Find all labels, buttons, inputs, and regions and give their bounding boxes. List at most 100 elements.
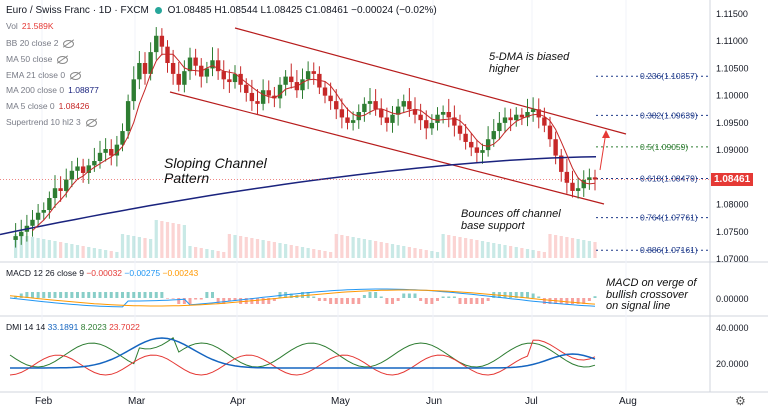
- volume-bar: [222, 252, 226, 258]
- volume-bar: [188, 246, 192, 258]
- macd-histogram-bar: [227, 298, 231, 301]
- candle-body: [474, 147, 480, 153]
- market-status-icon: [154, 6, 162, 14]
- candle-body: [92, 161, 97, 166]
- annotation-channel: Sloping Channel Pattern: [164, 155, 267, 186]
- macd-histogram-bar: [475, 298, 479, 304]
- candle-body: [244, 84, 249, 93]
- candle-body: [491, 131, 496, 140]
- candle-body: [339, 109, 345, 118]
- candle-body: [64, 179, 69, 191]
- volume-bar: [53, 241, 57, 258]
- dmi-minus-line: [9, 339, 596, 376]
- volume-bar: [81, 246, 85, 258]
- macd-legend[interactable]: MACD 12 26 close 9 −0.00032 −0.00275 −0.…: [6, 268, 199, 278]
- volume-bar: [250, 238, 254, 258]
- volume-bar: [345, 236, 350, 258]
- macd-histogram-bar: [25, 292, 29, 298]
- macd-histogram-bar: [329, 298, 333, 304]
- indicator-ema21[interactable]: EMA 21 close 0: [6, 70, 82, 80]
- macd-histogram-bar: [368, 292, 372, 298]
- candle-body: [401, 101, 406, 107]
- volume-bar: [390, 244, 395, 258]
- hidden-eye-icon[interactable]: [70, 71, 82, 80]
- macd-histogram-bar: [14, 295, 18, 298]
- volume-bar: [537, 251, 541, 258]
- indicator-supertrend[interactable]: Supertrend 10 hl2 3: [6, 117, 97, 127]
- hidden-eye-icon[interactable]: [57, 55, 69, 64]
- candle-body: [497, 122, 502, 132]
- macd-histogram-bar: [36, 292, 40, 298]
- candle-body: [19, 231, 24, 237]
- fib-level-label: 0.236(1.10357): [640, 71, 698, 81]
- macd-histogram-bar: [447, 296, 451, 298]
- volume-bar: [272, 242, 276, 258]
- volume-bar: [379, 242, 383, 258]
- candle-body: [350, 120, 356, 123]
- volume-bar: [486, 242, 490, 258]
- macd-histogram-bar: [351, 298, 355, 304]
- macd-histogram-bar: [289, 293, 293, 298]
- volume-bar: [126, 235, 130, 258]
- x-tick-label: Feb: [35, 396, 53, 407]
- indicator-bb[interactable]: BB 20 close 2: [6, 38, 75, 48]
- hidden-eye-icon[interactable]: [85, 118, 97, 127]
- candle-body: [373, 101, 378, 110]
- x-tick-label: Apr: [230, 396, 246, 407]
- macd-histogram-bar: [385, 298, 389, 304]
- dmi-tick-label: 40.0000: [716, 323, 749, 333]
- macd-histogram-bar: [565, 298, 569, 304]
- volume-bar: [104, 250, 108, 258]
- macd-histogram-bar: [301, 292, 304, 298]
- macd-histogram-bar: [391, 298, 394, 304]
- ohlc-open: O1.08485: [167, 5, 212, 16]
- volume-bar: [362, 239, 366, 258]
- volume-bar: [177, 224, 181, 258]
- candle-body: [440, 112, 446, 115]
- target-arrow-shaft: [599, 131, 607, 171]
- volume-bar: [64, 243, 68, 258]
- macd-histogram-bar: [407, 293, 411, 298]
- volume-bar: [525, 249, 530, 258]
- indicator-ma50[interactable]: MA 50 close: [6, 54, 69, 64]
- macd-histogram-bar: [537, 296, 541, 298]
- volume-bar: [36, 238, 40, 258]
- x-tick-label: Mar: [128, 396, 146, 407]
- macd-histogram-bar: [576, 298, 580, 304]
- dmi-legend[interactable]: DMI 14 14 33.1891 8.2023 23.7022: [6, 322, 140, 332]
- dmi-tick-label: 20.0000: [716, 359, 749, 369]
- macd-histogram-bar: [188, 298, 192, 304]
- macd-histogram-bar: [334, 298, 338, 304]
- indicator-ma5[interactable]: MA 5 close 0 1.08426: [6, 101, 90, 111]
- symbol-title[interactable]: Euro / Swiss Franc · 1D · FXCM: [6, 5, 149, 16]
- candle-body: [41, 210, 46, 213]
- candle-body: [367, 101, 373, 104]
- candle-body: [469, 141, 474, 148]
- volume-bar: [289, 245, 293, 258]
- candle-body: [311, 71, 316, 74]
- fib-level-label: 0.382(1.09639): [640, 110, 698, 120]
- macd-histogram-bar: [160, 292, 164, 298]
- macd-histogram-bar: [92, 292, 96, 298]
- volume-bar: [267, 241, 271, 258]
- candle-body: [536, 109, 541, 118]
- gear-icon[interactable]: ⚙: [735, 394, 746, 408]
- macd-histogram-bar: [256, 298, 259, 304]
- macd-histogram-bar: [346, 298, 349, 304]
- macd-histogram-bar: [464, 298, 468, 304]
- indicator-vol[interactable]: Vol 21.589K: [6, 21, 54, 31]
- candle-body: [570, 182, 575, 191]
- volume-bar: [570, 238, 575, 258]
- volume-bar: [351, 237, 355, 258]
- volume-bar: [75, 245, 80, 258]
- volume-bar: [475, 240, 479, 258]
- volume-bar: [87, 247, 91, 258]
- hidden-eye-icon[interactable]: [63, 39, 75, 48]
- volume-bar: [239, 236, 243, 258]
- candle-body: [300, 79, 305, 91]
- macd-histogram-bar: [47, 292, 51, 298]
- volume-bar: [154, 220, 158, 258]
- macd-histogram-bar: [177, 298, 181, 304]
- candle-body: [221, 71, 226, 80]
- indicator-ma200[interactable]: MA 200 close 0 1.08877: [6, 85, 99, 95]
